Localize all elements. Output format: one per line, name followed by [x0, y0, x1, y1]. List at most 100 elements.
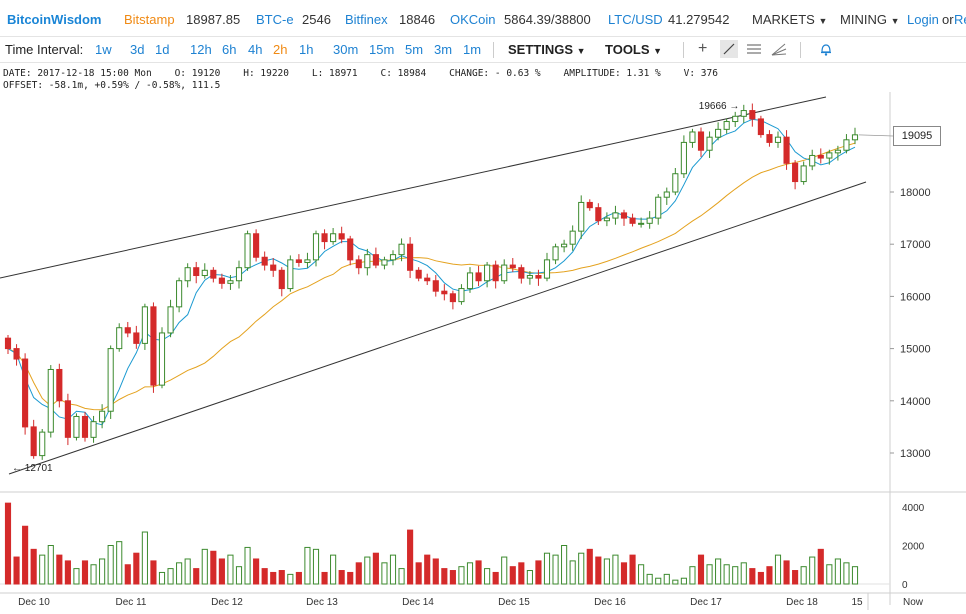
mining-label: MINING [840, 12, 887, 27]
volume-bar-up [809, 556, 816, 585]
trendline-lower [8, 181, 867, 475]
bell-icon[interactable] [817, 40, 835, 58]
fibonacci-icon[interactable] [745, 40, 763, 58]
fan-tool-icon[interactable] [770, 40, 788, 58]
candle-down [133, 332, 140, 344]
volume-bar-down [261, 568, 268, 585]
candle-up [569, 230, 576, 245]
candle-down [210, 269, 217, 279]
volume-bar-up [603, 558, 610, 585]
candle-up [99, 410, 106, 423]
trendline-upper [0, 96, 827, 279]
candle-up [732, 115, 739, 123]
offset-info-line: OFFSET: -58.1m, +0.59% / -0.58%, 111.5 [3, 80, 221, 91]
exchange-btce[interactable]: BTC-e [256, 12, 294, 27]
interval-3m[interactable]: 3m [434, 42, 453, 57]
candle-up [603, 217, 610, 222]
price-tick-label: 13000 [900, 448, 931, 460]
volume-bar-up [244, 546, 251, 585]
exchange-okcoin[interactable]: OKCoin [450, 12, 496, 27]
exchange-ltc-usd[interactable]: LTC/USD [608, 12, 663, 27]
crosshair-icon[interactable]: + [698, 40, 708, 57]
toolbar: Time Interval: 1w 3d 1d 12h 6h 4h 2h 1h … [0, 37, 966, 63]
candle-up [680, 141, 687, 175]
tools-menu[interactable]: TOOLS ▼ [605, 42, 662, 57]
volume-bar-down [270, 571, 277, 585]
candle-up [167, 306, 174, 334]
toolbar-divider [493, 42, 494, 58]
candle-down [518, 267, 525, 279]
markets-menu[interactable]: MARKETS ▼ [752, 12, 827, 27]
volume-bar-down [449, 570, 456, 585]
volume-bar-down [30, 548, 37, 585]
interval-2h[interactable]: 2h [273, 42, 288, 57]
candle-up [646, 217, 653, 224]
candle-down [432, 280, 439, 292]
exchange-bitfinex[interactable]: Bitfinex [345, 12, 388, 27]
candle-down [424, 277, 431, 282]
interval-30m[interactable]: 30m [333, 42, 359, 57]
date-tick-label: Dec 13 [306, 597, 338, 608]
volume-bar-down [475, 560, 482, 585]
interval-6h[interactable]: 6h [222, 42, 237, 57]
candle-down [449, 293, 456, 303]
exchange-bitstamp[interactable]: Bitstamp [124, 12, 175, 27]
candle-up [312, 233, 320, 261]
price-tick-label: 16000 [900, 291, 931, 303]
interval-5m[interactable]: 5m [405, 42, 424, 57]
volume-bar-down [133, 552, 140, 585]
date-tick-label: Dec 16 [594, 597, 626, 608]
candle-up [501, 264, 508, 282]
interval-15m[interactable]: 15m [369, 42, 395, 57]
volume-bar-down [595, 556, 602, 585]
interval-1m[interactable]: 1m [463, 42, 482, 57]
volume-bar-up [330, 554, 337, 585]
candle-up [466, 272, 474, 290]
mining-menu[interactable]: MINING ▼ [840, 12, 900, 27]
volume-bar-down [424, 554, 431, 585]
candle-down [535, 275, 542, 279]
candle-down [218, 277, 225, 284]
candle-up [184, 267, 191, 282]
candle-down [475, 272, 482, 282]
candle-up [389, 254, 397, 261]
price-btce: 2546 [302, 12, 331, 27]
settings-menu[interactable]: SETTINGS ▼ [508, 42, 586, 57]
volume-bar-down [757, 571, 764, 585]
volume-bar-up [561, 545, 568, 585]
date-tick-label: Dec 18 [786, 597, 818, 608]
price-okcoin: 5864.39/38800 [504, 12, 591, 27]
candle-up [158, 332, 166, 386]
volume-bar-up [501, 556, 508, 585]
volume-bar-up [364, 556, 371, 585]
interval-4h[interactable]: 4h [248, 42, 263, 57]
price-tick-label: 15000 [900, 344, 931, 356]
volume-bar-up [235, 566, 243, 585]
volume-bar-up [141, 531, 148, 585]
interval-3d[interactable]: 3d [130, 42, 145, 57]
line-tool-icon[interactable] [720, 40, 738, 58]
volume-bar-up [543, 552, 551, 585]
candle-down [64, 400, 71, 438]
login-link[interactable]: Login [907, 12, 939, 27]
candle-down [620, 212, 628, 219]
candle-up [39, 431, 46, 457]
volume-bar-up [389, 554, 397, 585]
current-price-label: 19095 [893, 126, 941, 146]
candle-up [774, 136, 782, 143]
volume-bar-up [484, 568, 491, 585]
volume-bar-down [355, 562, 362, 585]
interval-12h[interactable]: 12h [190, 42, 212, 57]
interval-1d[interactable]: 1d [155, 42, 170, 57]
register-link[interactable]: Re [954, 12, 966, 27]
candle-up [330, 233, 337, 243]
volume-bar-up [167, 568, 174, 585]
candle-down [261, 256, 268, 266]
candle-up [655, 196, 662, 219]
volume-tick-label: 4000 [902, 503, 925, 514]
interval-1w[interactable]: 1w [95, 42, 112, 57]
interval-1h[interactable]: 1h [299, 42, 314, 57]
logo[interactable]: BitcoinWisdom [7, 12, 102, 27]
price-tick-label: 14000 [900, 396, 931, 408]
